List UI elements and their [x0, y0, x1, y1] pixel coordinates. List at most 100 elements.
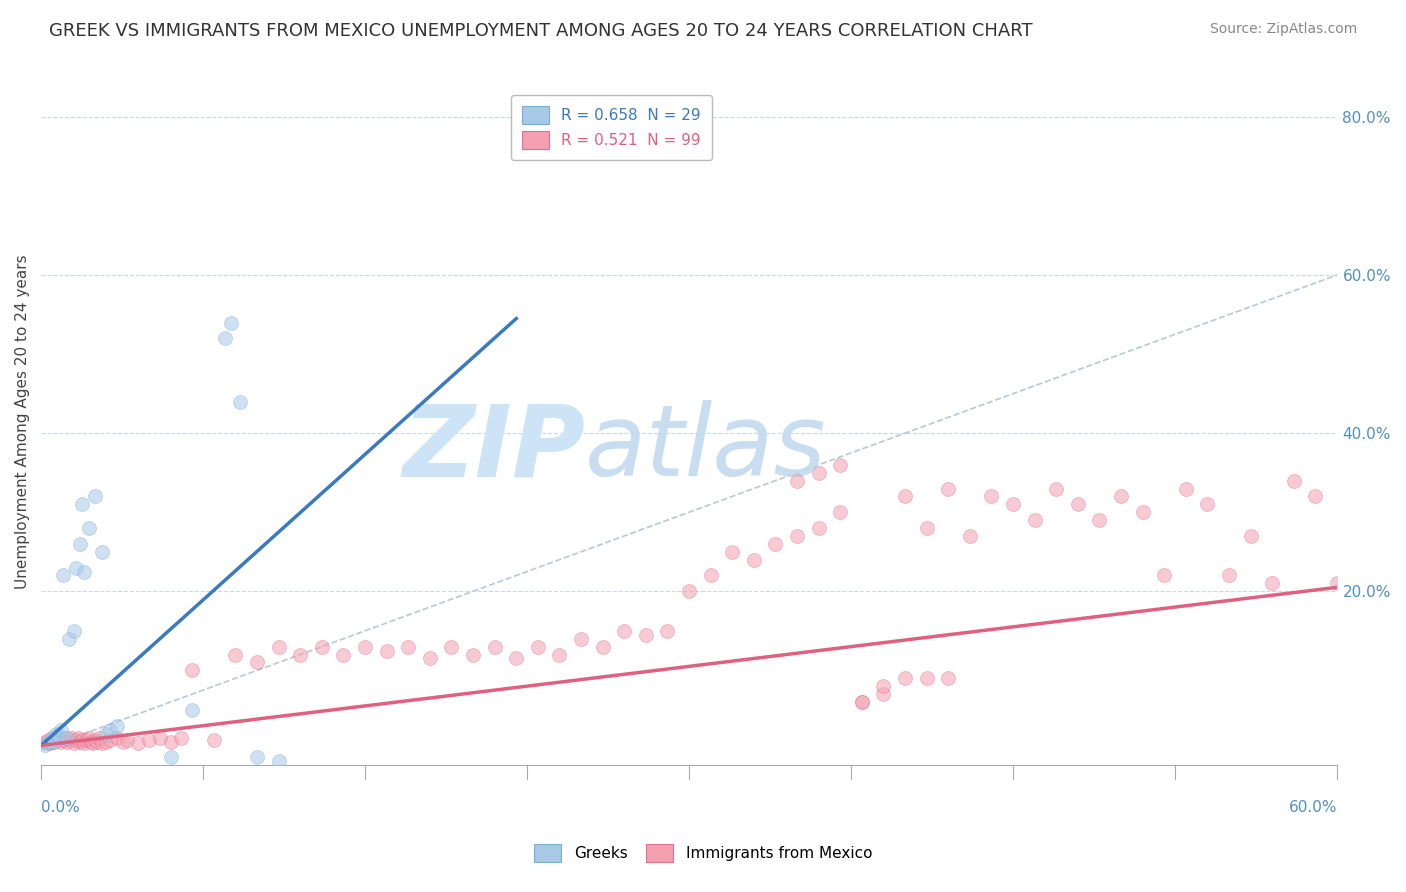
Point — [42, 734, 65, 748]
Point — [214, 331, 236, 345]
Point — [894, 490, 917, 504]
Point — [1153, 568, 1175, 582]
Point — [290, 648, 312, 662]
Point — [37, 736, 59, 750]
Point — [42, 734, 65, 748]
Point — [786, 529, 808, 543]
Point — [69, 734, 91, 748]
Point — [41, 731, 63, 745]
Point — [73, 736, 96, 750]
Point — [699, 568, 721, 582]
Point — [1282, 474, 1305, 488]
Point — [1239, 529, 1261, 543]
Point — [915, 671, 938, 685]
Point — [830, 505, 852, 519]
Point — [170, 731, 193, 745]
Point — [45, 733, 67, 747]
Point — [1197, 497, 1219, 511]
Point — [62, 736, 84, 750]
Point — [894, 671, 917, 685]
Point — [219, 316, 242, 330]
Point — [77, 731, 100, 745]
Point — [82, 736, 104, 750]
Point — [375, 643, 398, 657]
Point — [48, 731, 70, 745]
Point — [66, 731, 89, 745]
Point — [229, 394, 252, 409]
Point — [70, 733, 93, 747]
Point — [138, 733, 160, 747]
Point — [851, 695, 873, 709]
Point — [246, 656, 269, 670]
Point — [75, 733, 97, 747]
Point — [807, 466, 830, 480]
Point — [267, 640, 290, 654]
Point — [159, 750, 181, 764]
Point — [181, 664, 204, 678]
Point — [1109, 490, 1132, 504]
Legend: R = 0.658  N = 29, R = 0.521  N = 99: R = 0.658 N = 29, R = 0.521 N = 99 — [510, 95, 711, 160]
Point — [65, 560, 87, 574]
Point — [1218, 568, 1240, 582]
Point — [98, 733, 121, 747]
Point — [1067, 497, 1090, 511]
Point — [980, 490, 1002, 504]
Point — [830, 458, 852, 472]
Point — [84, 733, 107, 747]
Point — [786, 474, 808, 488]
Point — [959, 529, 981, 543]
Point — [1326, 576, 1348, 591]
Point — [94, 734, 117, 748]
Point — [851, 695, 873, 709]
Point — [60, 731, 83, 745]
Point — [49, 734, 72, 748]
Point — [311, 640, 333, 654]
Point — [569, 632, 592, 646]
Point — [440, 640, 463, 654]
Point — [915, 521, 938, 535]
Point — [742, 552, 765, 566]
Point — [38, 734, 60, 748]
Point — [62, 624, 84, 638]
Legend: Greeks, Immigrants from Mexico: Greeks, Immigrants from Mexico — [524, 835, 882, 871]
Point — [807, 521, 830, 535]
Point — [267, 754, 290, 768]
Point — [721, 545, 744, 559]
Point — [105, 731, 128, 745]
Point — [1174, 482, 1197, 496]
Point — [396, 640, 419, 654]
Point — [419, 651, 441, 665]
Point — [527, 640, 550, 654]
Point — [1001, 497, 1024, 511]
Point — [461, 648, 484, 662]
Point — [634, 628, 657, 642]
Point — [86, 734, 108, 748]
Point — [246, 750, 269, 764]
Point — [505, 651, 527, 665]
Point — [112, 734, 135, 748]
Point — [56, 734, 79, 748]
Point — [38, 736, 60, 750]
Point — [70, 497, 93, 511]
Point — [354, 640, 377, 654]
Point — [657, 624, 679, 638]
Point — [149, 731, 172, 745]
Point — [90, 545, 112, 559]
Point — [181, 703, 204, 717]
Point — [1045, 482, 1067, 496]
Point — [765, 537, 787, 551]
Point — [484, 640, 506, 654]
Point — [94, 726, 117, 740]
Y-axis label: Unemployment Among Ages 20 to 24 years: Unemployment Among Ages 20 to 24 years — [15, 254, 30, 589]
Point — [159, 734, 181, 748]
Text: ZIP: ZIP — [402, 401, 585, 498]
Point — [127, 736, 149, 750]
Point — [98, 723, 121, 737]
Point — [53, 731, 76, 745]
Point — [1088, 513, 1111, 527]
Point — [58, 632, 80, 646]
Text: Source: ZipAtlas.com: Source: ZipAtlas.com — [1209, 22, 1357, 37]
Point — [34, 734, 56, 748]
Point — [936, 671, 959, 685]
Point — [224, 648, 246, 662]
